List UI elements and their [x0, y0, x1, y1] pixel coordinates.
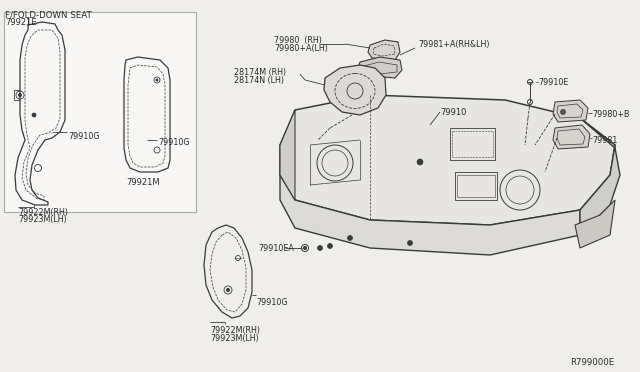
Text: F/FOLD-DOWN SEAT: F/FOLD-DOWN SEAT — [5, 10, 92, 19]
Polygon shape — [580, 118, 620, 235]
Circle shape — [19, 93, 22, 96]
Text: 79910G: 79910G — [158, 138, 189, 147]
Polygon shape — [553, 125, 590, 149]
Polygon shape — [368, 40, 400, 60]
Bar — [457, 175, 495, 197]
Polygon shape — [358, 57, 402, 78]
Text: 79922M(RH): 79922M(RH) — [18, 208, 68, 217]
Bar — [452, 131, 493, 157]
Circle shape — [408, 241, 413, 246]
Text: 79910: 79910 — [440, 108, 467, 117]
Text: 79921E: 79921E — [5, 18, 36, 27]
Text: 79981: 79981 — [592, 136, 618, 145]
Circle shape — [227, 289, 230, 292]
Circle shape — [32, 113, 36, 117]
Bar — [450, 128, 495, 160]
Circle shape — [303, 247, 307, 250]
Polygon shape — [553, 100, 588, 122]
Text: R799000E: R799000E — [570, 358, 614, 367]
Text: 79910EA: 79910EA — [258, 244, 294, 253]
Polygon shape — [280, 95, 615, 225]
Circle shape — [348, 235, 353, 241]
Text: 79923M(LH): 79923M(LH) — [210, 334, 259, 343]
Circle shape — [561, 109, 566, 115]
Text: 79981+A(RH&LH): 79981+A(RH&LH) — [418, 40, 490, 49]
Text: 79921M: 79921M — [126, 178, 159, 187]
Polygon shape — [575, 200, 615, 248]
Text: 79922M(RH): 79922M(RH) — [210, 326, 260, 335]
Circle shape — [417, 159, 423, 165]
Circle shape — [156, 79, 158, 81]
Circle shape — [317, 246, 323, 250]
Circle shape — [328, 244, 333, 248]
Text: 79910E: 79910E — [538, 78, 568, 87]
Polygon shape — [280, 175, 580, 255]
Bar — [455, 172, 497, 200]
Bar — [4, 12, 196, 212]
Text: 28174M (RH): 28174M (RH) — [234, 68, 286, 77]
Text: 79980  (RH): 79980 (RH) — [274, 36, 322, 45]
Polygon shape — [280, 110, 295, 200]
Text: 79923M(LH): 79923M(LH) — [18, 215, 67, 224]
Polygon shape — [324, 65, 386, 115]
Text: 79910G: 79910G — [68, 132, 100, 141]
Text: 79980+B: 79980+B — [592, 110, 630, 119]
Text: 79980+A(LH): 79980+A(LH) — [274, 44, 328, 53]
Text: 28174N (LH): 28174N (LH) — [234, 76, 284, 85]
Text: 79910G: 79910G — [256, 298, 287, 307]
